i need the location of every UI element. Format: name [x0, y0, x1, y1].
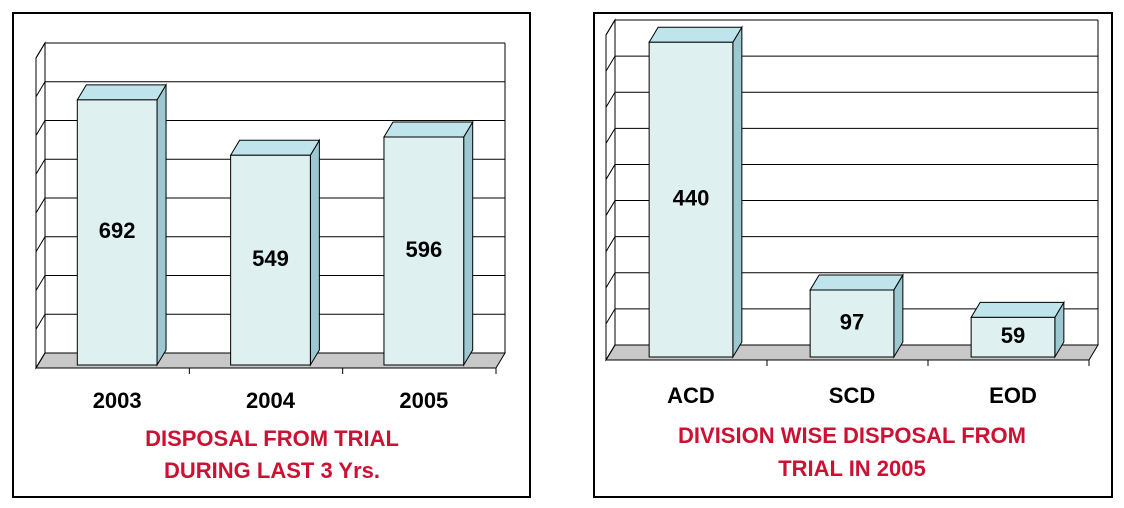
- bar-top: [970, 301, 1065, 318]
- grid-line-side: [35, 352, 46, 369]
- bar-top: [383, 121, 474, 138]
- value-label: 596: [405, 237, 442, 262]
- bar-front: [648, 41, 734, 358]
- grid-line-side: [605, 91, 616, 108]
- bar-front: [809, 289, 895, 358]
- x-tick-label: ACD: [667, 383, 715, 408]
- bar-side: [156, 83, 167, 367]
- grid-line-side: [605, 200, 616, 216]
- x-tick-label: EOD: [989, 383, 1037, 408]
- bar-side: [309, 138, 320, 367]
- bar: [648, 25, 743, 359]
- bar-front: [970, 316, 1056, 358]
- grid-line-side: [605, 236, 616, 252]
- value-label: 97: [840, 309, 864, 334]
- bar: [229, 138, 321, 367]
- bar: [970, 300, 1065, 359]
- chart-title: DURING LAST 3 Yrs.: [164, 458, 380, 483]
- grid-line-side: [605, 128, 616, 144]
- bar-front: [76, 99, 158, 366]
- value-label: 692: [99, 218, 136, 243]
- grid-line-side: [35, 158, 46, 175]
- bar: [809, 273, 904, 359]
- chart-title: DISPOSAL FROM TRIAL: [145, 426, 399, 451]
- bar: [383, 120, 474, 367]
- grid-line-side: [605, 19, 616, 36]
- grid-line-side: [35, 197, 46, 214]
- bar-top: [76, 84, 167, 101]
- x-tick-label: 2005: [399, 388, 448, 413]
- bar-side: [463, 120, 474, 367]
- x-tick-label: SCD: [829, 383, 875, 408]
- bar-top: [809, 274, 904, 291]
- grid-line-side: [605, 55, 616, 72]
- grid-line-side: [605, 344, 616, 361]
- grid-line-side: [35, 313, 46, 330]
- grid-line-side: [35, 120, 46, 136]
- bar: [76, 83, 167, 367]
- bar-front: [383, 136, 465, 366]
- value-label: 549: [252, 246, 289, 271]
- grid-line-side: [35, 275, 46, 291]
- value-label: 440: [673, 185, 710, 210]
- grid-line-side: [605, 164, 616, 180]
- grid-line-side: [35, 236, 46, 253]
- bar-top: [648, 26, 743, 43]
- value-label: 59: [1001, 323, 1025, 348]
- grid-line-side: [605, 308, 616, 325]
- bar-front: [230, 154, 311, 366]
- chart-title: DIVISION WISE DISPOSAL FROM: [678, 423, 1026, 448]
- x-tick-label: 2003: [93, 388, 142, 413]
- x-tick-label: 2004: [246, 388, 296, 413]
- grid-line-side: [605, 272, 616, 289]
- grid-line-side: [35, 42, 46, 59]
- bar-top: [229, 139, 321, 156]
- side-wall: [605, 18, 616, 362]
- chart-title: TRIAL IN 2005: [778, 456, 926, 481]
- bar-side: [732, 25, 743, 359]
- grid-line-side: [35, 81, 46, 98]
